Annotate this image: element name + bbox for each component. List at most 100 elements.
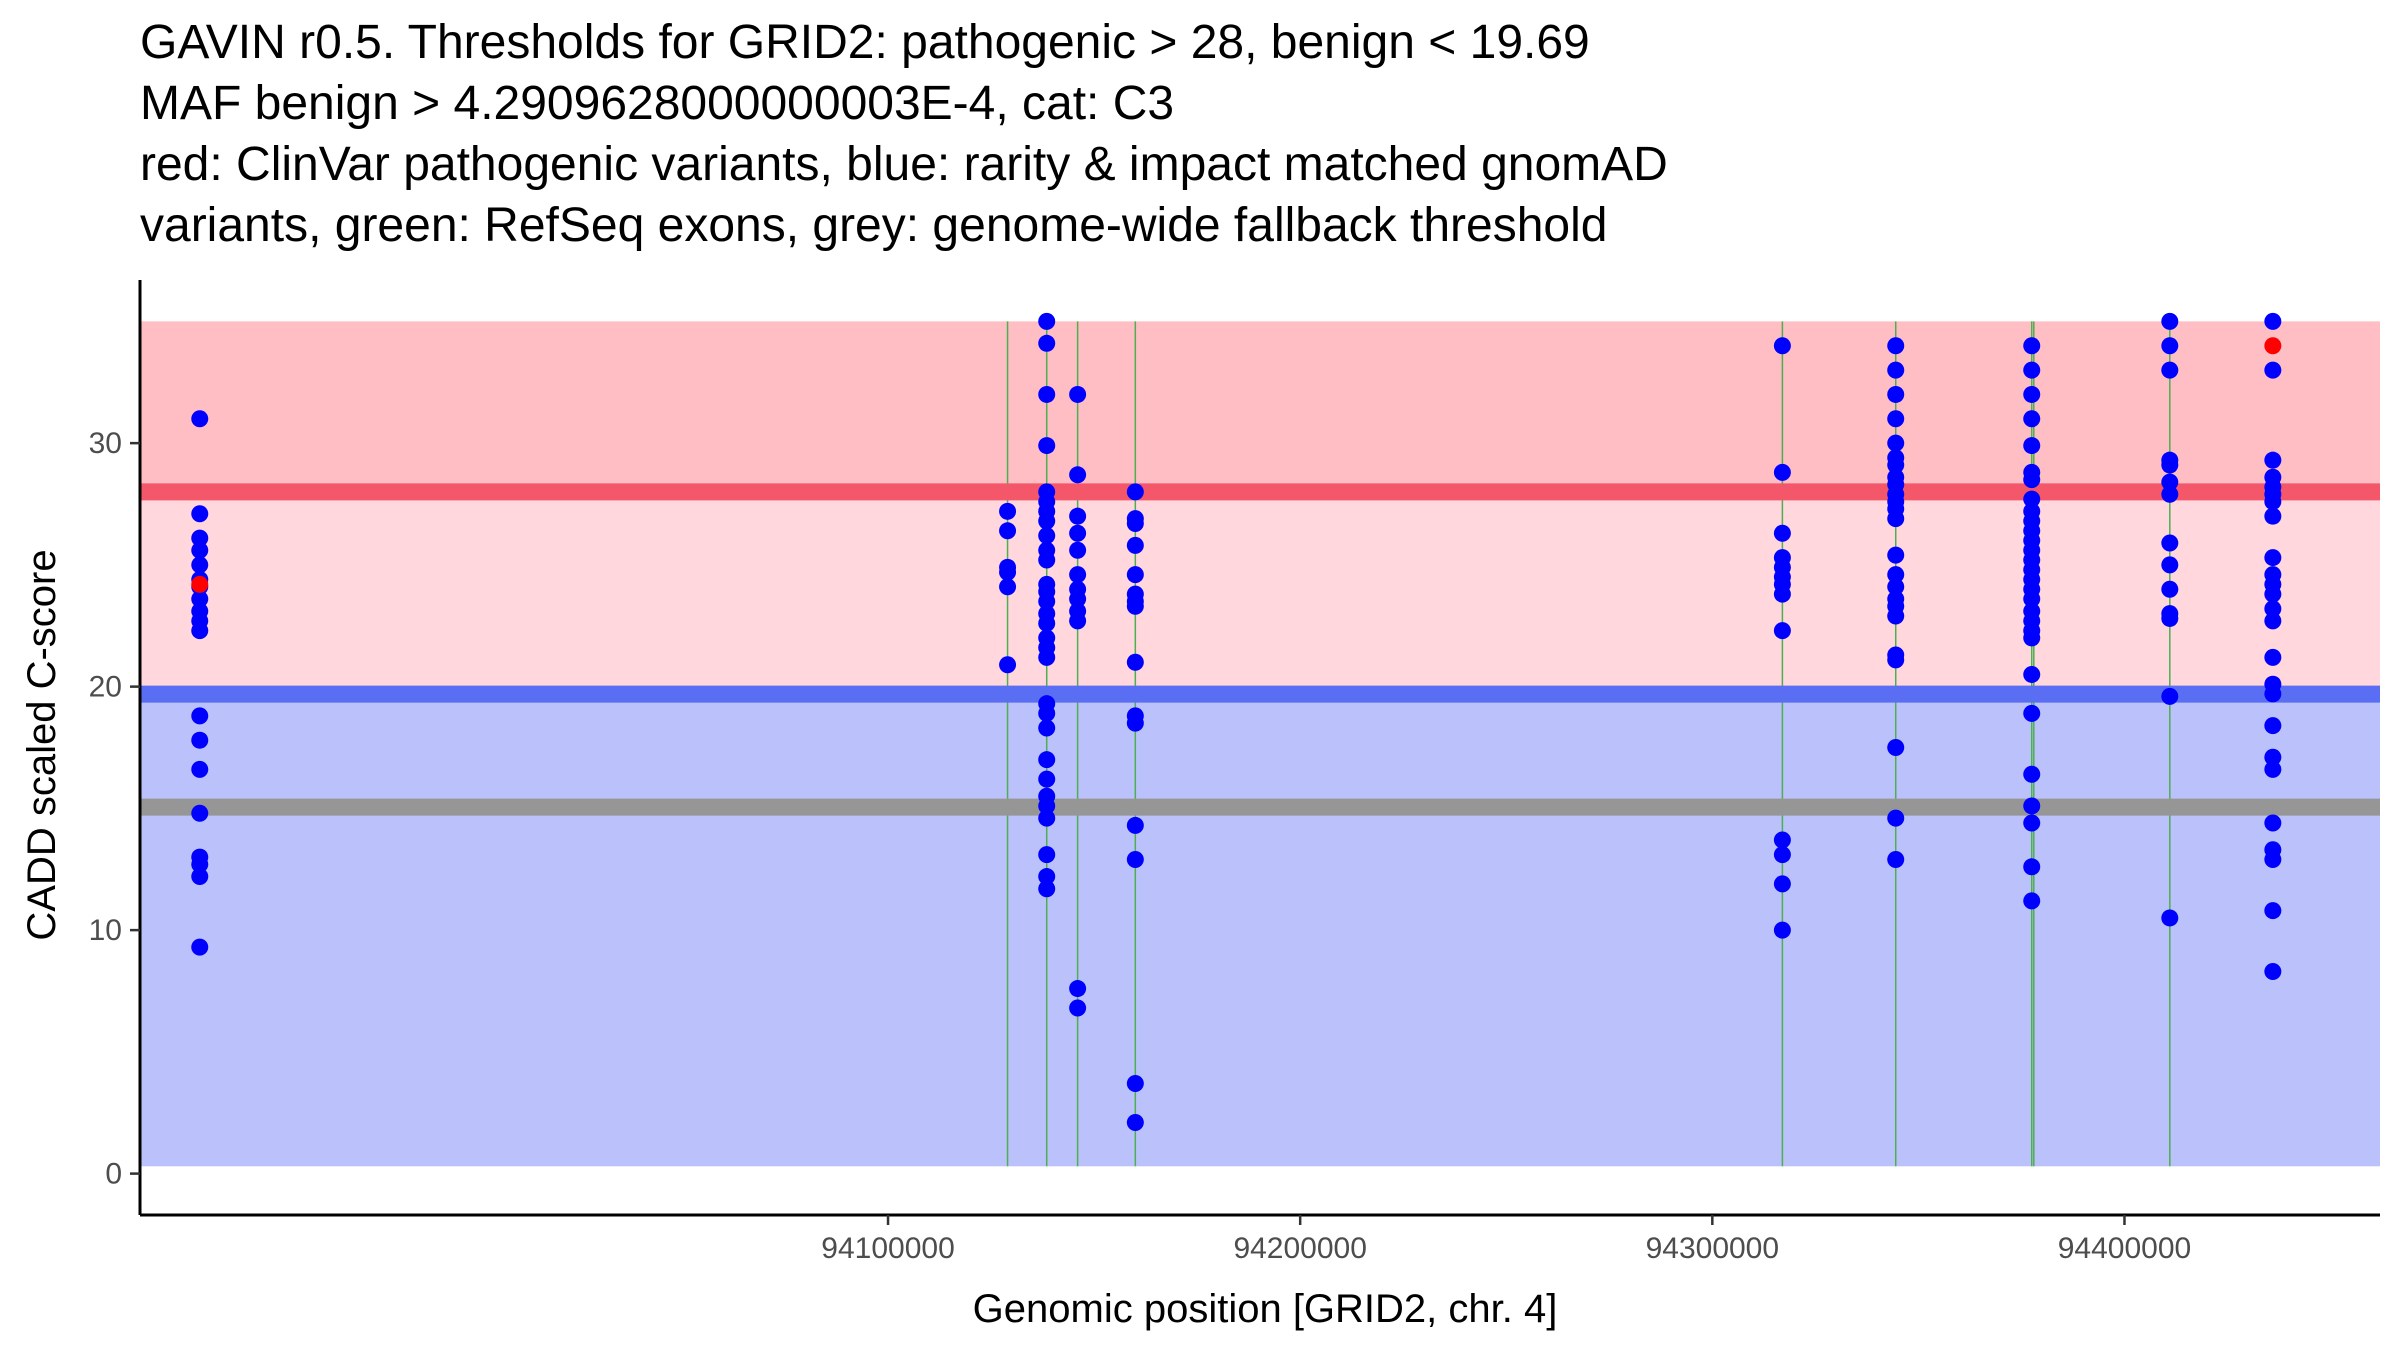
x-tick-label: 94300000 (1646, 1232, 1779, 1265)
gnomad-point (1038, 592, 1056, 610)
gnomad-point (2023, 858, 2041, 876)
gnomad-point (999, 656, 1017, 674)
gnomad-point (191, 590, 209, 608)
x-tick-label: 94200000 (1233, 1232, 1366, 1265)
gnomad-point (1887, 337, 1905, 355)
gnomad-point (1773, 846, 1791, 864)
gnomad-point (2264, 312, 2282, 330)
gnomad-point (2023, 629, 2041, 647)
gnomad-point (1069, 999, 1087, 1017)
band-pathogenic-high (140, 321, 2380, 492)
gnomad-point (1038, 797, 1056, 815)
gnomad-point (1069, 590, 1087, 608)
band-pathogenic-low (140, 491, 2380, 695)
threshold-bands (140, 321, 2380, 1167)
gnomad-point (191, 622, 209, 640)
gnomad-point (2023, 471, 2041, 489)
gnomad-point (1126, 1075, 1144, 1093)
gnomad-point (2023, 765, 2041, 783)
gnomad-point (1069, 980, 1087, 998)
gnomad-point (2264, 963, 2282, 981)
gnomad-point (1773, 921, 1791, 939)
gnomad-point (1038, 846, 1056, 864)
gnomad-point (1887, 607, 1905, 625)
gnomad-point (1038, 527, 1056, 545)
gnomad-point (1887, 361, 1905, 379)
gnomad-point (2161, 609, 2179, 627)
gnomad-point (1038, 770, 1056, 788)
gnomad-point (2264, 612, 2282, 630)
gnomad-point (2264, 902, 2282, 920)
gnomad-point (2023, 361, 2041, 379)
gnomad-point (2023, 385, 2041, 403)
gnomad-point (999, 522, 1017, 540)
gnomad-point (1038, 551, 1056, 569)
gnomad-point (1126, 514, 1144, 532)
gnomad-point (999, 502, 1017, 520)
gnomad-point (1773, 622, 1791, 640)
gnomad-point (191, 410, 209, 428)
gnomad-point (1038, 809, 1056, 827)
gnomad-point (2264, 717, 2282, 735)
gnomad-point (1773, 337, 1791, 355)
gnomad-point (1038, 614, 1056, 632)
gnomad-point (191, 868, 209, 886)
gnomad-point (2264, 851, 2282, 869)
gnomad-point (191, 731, 209, 749)
gnomad-point (2264, 361, 2282, 379)
gnomad-point (1126, 536, 1144, 554)
gnomad-point (2023, 337, 2041, 355)
gnomad-point (2161, 534, 2179, 552)
gnomad-point (1038, 512, 1056, 530)
gnomad-point (1069, 524, 1087, 542)
gnomad-point (1773, 585, 1791, 603)
gnomad-point (191, 707, 209, 725)
gnomad-point (2264, 585, 2282, 603)
gnomad-point (2161, 312, 2179, 330)
gnomad-point (2264, 648, 2282, 666)
gnomad-point (1038, 880, 1056, 898)
gnomad-point (2023, 590, 2041, 608)
gnomad-point (1887, 739, 1905, 756)
gnomad-point (2264, 760, 2282, 778)
gnomad-point (1126, 483, 1144, 501)
gnomad-point (191, 804, 209, 822)
gnomad-point (2264, 685, 2282, 703)
gnomad-point (2264, 549, 2282, 567)
gnomad-point (1126, 851, 1144, 869)
gnomad-point (1069, 612, 1087, 630)
gnomad-point (2023, 797, 2041, 815)
gnomad-point (1126, 597, 1144, 615)
gnomad-point (1773, 875, 1791, 893)
gnomad-point (2161, 485, 2179, 503)
gnomad-point (2161, 361, 2179, 379)
clinvar-point (2264, 337, 2282, 355)
gnomad-point (2264, 451, 2282, 469)
gnomad-point (1126, 714, 1144, 732)
gnomad-point (1069, 385, 1087, 403)
gnomad-point (1038, 719, 1056, 737)
gnomad-point (2161, 687, 2179, 705)
gnomad-point (191, 529, 209, 547)
gnomad-point (191, 855, 209, 873)
gnomad-point (1887, 510, 1905, 528)
gnomad-point (1887, 578, 1905, 596)
gnomad-point (2161, 473, 2179, 491)
gnomad-point (1773, 463, 1791, 481)
gnomad-point (191, 938, 209, 956)
gnomad-point (1038, 437, 1056, 455)
gnomad-point (2023, 410, 2041, 428)
title-line-3: red: ClinVar pathogenic variants, blue: … (140, 138, 1668, 191)
gnomad-point (2264, 600, 2282, 618)
gnomad-point (1887, 546, 1905, 564)
gnomad-point (1126, 566, 1144, 584)
gnomad-point (1069, 566, 1087, 584)
title-line-1: GAVIN r0.5. Thresholds for GRID2: pathog… (140, 16, 1590, 69)
gnomad-point (2023, 892, 2041, 910)
title-line-4: variants, green: RefSeq exons, grey: gen… (140, 199, 1608, 252)
x-tick-label: 94400000 (2058, 1232, 2191, 1265)
clinvar-point (191, 575, 209, 593)
gnomad-point (1038, 704, 1056, 722)
gnomad-point (2264, 507, 2282, 525)
data-points (191, 312, 2282, 1131)
